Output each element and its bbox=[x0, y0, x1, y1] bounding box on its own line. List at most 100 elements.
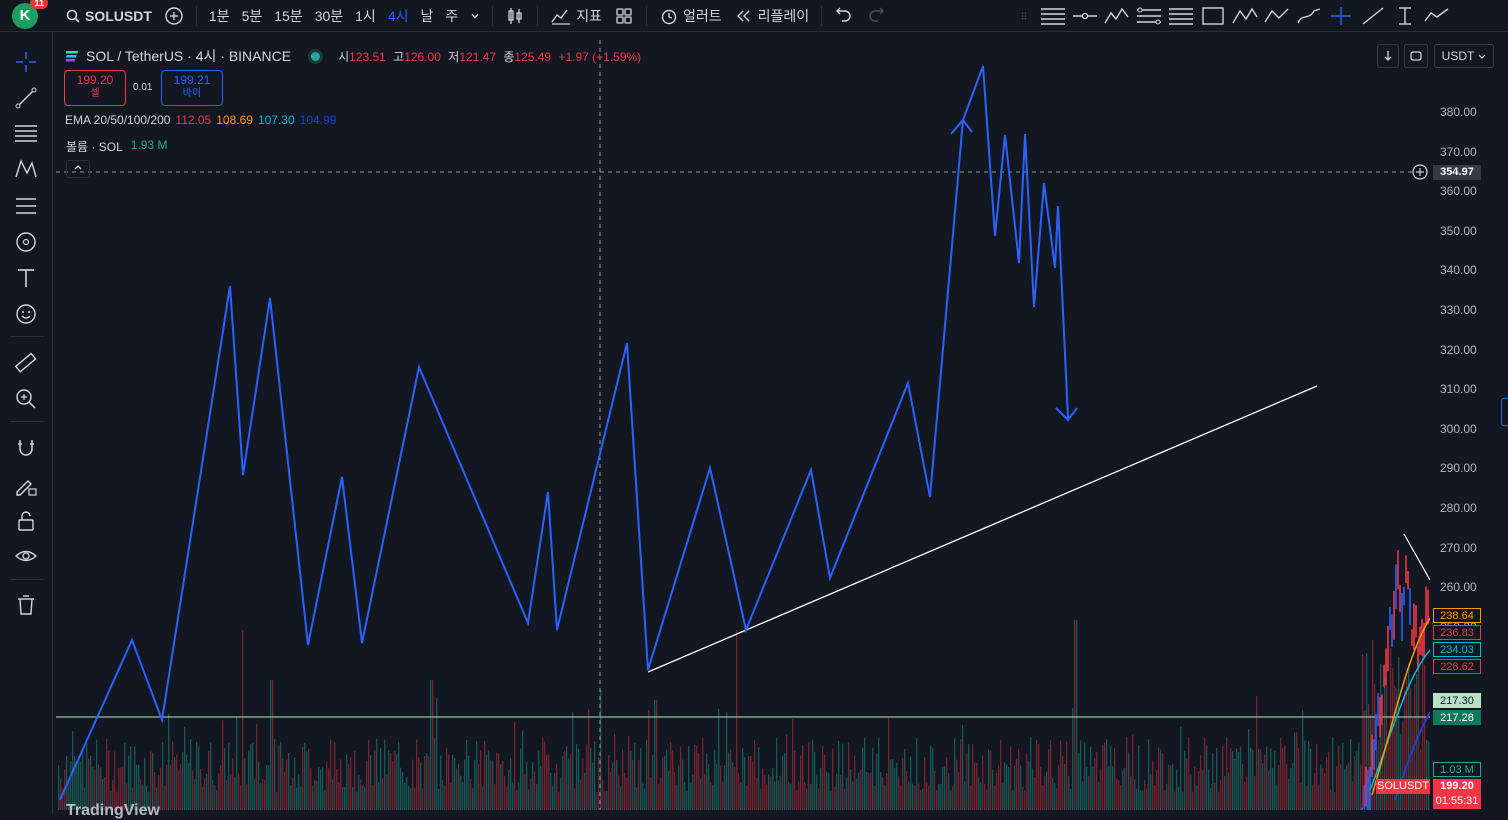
measure-tool[interactable] bbox=[11, 348, 41, 378]
redo-icon bbox=[869, 7, 885, 22]
volume-bar bbox=[1226, 737, 1228, 810]
volume-bar bbox=[1190, 774, 1192, 810]
volume-bar bbox=[392, 761, 394, 810]
pattern-tool[interactable] bbox=[11, 154, 41, 184]
price-axis[interactable]: 380.00 370.00 360.00 350.00 340.00 330.00 320.… bbox=[1432, 40, 1508, 814]
volume-bar bbox=[554, 772, 556, 810]
ema-legend[interactable]: EMA 20/50/100/200 112.05 108.69 107.30 1… bbox=[65, 113, 337, 127]
interval-30m[interactable]: 30분 bbox=[314, 7, 344, 24]
symbol-search[interactable]: SOLUSDT bbox=[60, 0, 158, 31]
parallel-channel-icon[interactable] bbox=[1134, 5, 1164, 27]
fib-retracement-icon[interactable] bbox=[1166, 5, 1196, 27]
magnet-tool[interactable] bbox=[11, 433, 41, 463]
lock-drawing-tool[interactable] bbox=[11, 470, 41, 500]
buy-button[interactable]: 199.21 바이 bbox=[161, 70, 223, 106]
volume-bar bbox=[482, 786, 484, 810]
vertical-line-icon[interactable] bbox=[1390, 5, 1420, 27]
crosshair-icon[interactable] bbox=[1326, 5, 1356, 27]
interval-15m[interactable]: 15분 bbox=[274, 7, 303, 24]
volume-bar bbox=[1412, 718, 1414, 810]
volume-bar bbox=[156, 787, 158, 810]
interval-day[interactable]: 날 bbox=[420, 7, 434, 24]
forecast-icon[interactable] bbox=[1422, 5, 1452, 27]
symbol-title[interactable]: SOL / TetherUS · 4시 · BINANCE bbox=[86, 48, 292, 64]
volume-bar bbox=[452, 755, 454, 810]
undo-button[interactable] bbox=[828, 0, 860, 31]
horizontal-lines-tool[interactable] bbox=[11, 118, 41, 148]
volume-bar bbox=[400, 767, 402, 810]
horizontal-lines-icon[interactable] bbox=[1038, 5, 1068, 27]
abc-pattern-icon[interactable] bbox=[1262, 5, 1292, 27]
pattern-icon[interactable] bbox=[1230, 5, 1260, 27]
volume-bar bbox=[546, 754, 548, 810]
interval-week[interactable]: 주 bbox=[445, 7, 459, 24]
volume-bar bbox=[236, 716, 238, 810]
crosshair-tool[interactable] bbox=[11, 47, 41, 77]
volume-bar bbox=[664, 755, 666, 810]
volume-bar bbox=[752, 762, 754, 810]
redo-button[interactable] bbox=[860, 0, 892, 31]
volume-bar bbox=[160, 767, 162, 810]
volume-bar bbox=[732, 761, 734, 810]
chart-canvas[interactable] bbox=[56, 40, 1430, 810]
horizontal-ray-icon[interactable] bbox=[1070, 5, 1100, 27]
volume-bar bbox=[648, 710, 650, 810]
delete-drawings-tool[interactable] bbox=[11, 590, 41, 620]
brush-icon[interactable] bbox=[1294, 5, 1324, 27]
volume-bar bbox=[538, 750, 540, 810]
volume-bar bbox=[380, 748, 382, 810]
chart-type-button[interactable] bbox=[499, 0, 531, 31]
reset-chart-button[interactable] bbox=[1404, 44, 1428, 68]
fib-tool[interactable] bbox=[11, 191, 41, 221]
lock-all-tool[interactable] bbox=[11, 506, 41, 536]
user-avatar[interactable]: K 11 bbox=[12, 0, 48, 29]
volume-bar bbox=[1340, 764, 1342, 810]
collapse-legend-button[interactable] bbox=[66, 160, 90, 178]
shapes-tool[interactable] bbox=[11, 227, 41, 257]
currency-selector[interactable]: USDT bbox=[1434, 44, 1494, 68]
replay-button[interactable]: 리플레이 bbox=[728, 0, 816, 31]
zoom-tool[interactable] bbox=[11, 384, 41, 414]
interval-1m[interactable]: 1분 bbox=[208, 7, 230, 24]
volume-bar bbox=[1404, 690, 1406, 810]
volume-bar bbox=[94, 769, 96, 810]
volume-bar bbox=[268, 765, 270, 810]
volume-bar bbox=[820, 767, 822, 810]
right-panel-handle[interactable] bbox=[1501, 398, 1508, 426]
add-symbol-button[interactable] bbox=[158, 0, 190, 31]
volume-bar bbox=[1136, 788, 1138, 810]
interval-4h[interactable]: 4시 bbox=[387, 7, 409, 24]
indicators-button[interactable]: 지표 bbox=[544, 0, 608, 31]
trend-line-tool[interactable] bbox=[11, 83, 41, 113]
emoji-tool[interactable] bbox=[11, 299, 41, 329]
text-tool[interactable] bbox=[11, 263, 41, 293]
rectangle-icon[interactable] bbox=[1198, 5, 1228, 27]
volume-bar bbox=[1020, 765, 1022, 810]
volume-bar bbox=[462, 782, 464, 810]
drag-handle-icon[interactable] bbox=[1020, 5, 1036, 27]
volume-bar bbox=[438, 788, 440, 810]
interval-5m[interactable]: 5분 bbox=[241, 7, 263, 24]
sell-button[interactable]: 199.20 셀 bbox=[64, 70, 126, 106]
volume-legend[interactable]: 볼륨 · SOL 1.93 M bbox=[66, 138, 168, 154]
volume-bar bbox=[918, 783, 920, 810]
tradingview-logo: TradingView bbox=[66, 802, 160, 819]
alert-button[interactable]: 얼러트 bbox=[653, 0, 728, 31]
volume-bar bbox=[510, 757, 512, 810]
volume-bar bbox=[1368, 704, 1370, 810]
trend-line-icon[interactable] bbox=[1358, 5, 1388, 27]
hide-drawings-tool[interactable] bbox=[11, 541, 41, 571]
scroll-to-latest-button[interactable] bbox=[1377, 44, 1399, 68]
volume-bar bbox=[604, 791, 606, 810]
volume-bar bbox=[368, 739, 370, 810]
interval-dropdown[interactable] bbox=[464, 0, 486, 31]
volume-bar bbox=[180, 764, 182, 810]
elliott-wave-icon[interactable] bbox=[1102, 5, 1132, 27]
volume-bar bbox=[1316, 743, 1318, 810]
volume-bar bbox=[310, 768, 312, 810]
layout-button[interactable] bbox=[608, 0, 640, 31]
interval-1h[interactable]: 1시 bbox=[355, 7, 376, 24]
volume-bar bbox=[1394, 685, 1396, 810]
volume-bar bbox=[832, 748, 834, 810]
volume-bar bbox=[1272, 768, 1274, 810]
